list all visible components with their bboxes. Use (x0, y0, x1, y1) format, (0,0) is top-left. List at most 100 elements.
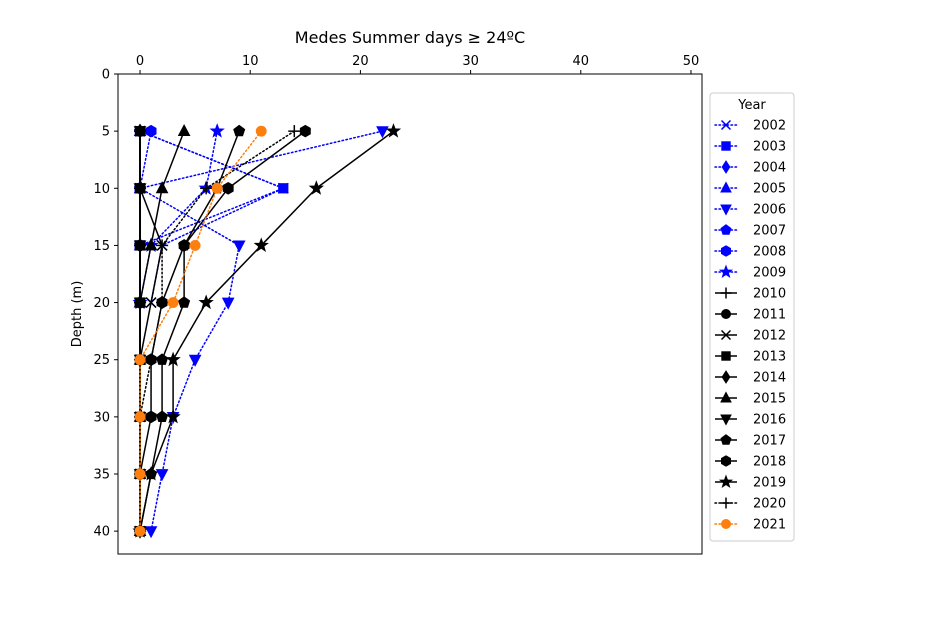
data-point-2016 (133, 297, 147, 310)
legend-label: 2015 (753, 392, 786, 407)
y-tick-label: 40 (93, 525, 110, 540)
legend-item-2012: 2012 (715, 329, 786, 344)
legend: Year 2002 2003 2004 2005 2006 2007 2008 2009 2010… (709, 92, 795, 542)
legend-item-2013: 2013 (715, 350, 786, 365)
legend-marker (721, 455, 731, 467)
data-point-2017 (156, 353, 169, 365)
legend-item-2005: 2005 (714, 181, 786, 197)
series-line-2017 (139, 130, 240, 532)
data-point-2020 (156, 239, 169, 252)
x-tick-label: 10 (242, 54, 259, 69)
legend-label: 2019 (753, 476, 786, 491)
data-point-2015 (155, 181, 169, 194)
legend-label: 2013 (753, 350, 786, 365)
legend-marker (721, 245, 731, 257)
legend-marker (721, 309, 731, 319)
legend-marker (720, 181, 732, 193)
data-point-2019 (253, 237, 269, 252)
data-point-2021 (134, 354, 146, 366)
legend-marker (721, 370, 731, 384)
y-tick-label: 25 (93, 353, 110, 368)
y-tick-label: 0 (102, 68, 110, 83)
legend-label: 2016 (753, 413, 786, 428)
legend-marker (718, 474, 734, 489)
legend-label: 2018 (753, 455, 786, 470)
data-point-2021 (255, 125, 267, 137)
data-point-2020 (156, 296, 169, 309)
series-line-2009 (139, 130, 218, 304)
y-tick-label: 20 (93, 296, 110, 311)
legend-item-2006: 2006 (714, 203, 786, 218)
legend-marker (720, 119, 732, 131)
series-line-2006 (139, 130, 384, 532)
legend-item-2018: 2018 (715, 455, 786, 470)
plot-frame (117, 73, 703, 555)
data-point-2015 (177, 124, 191, 137)
data-point-2017 (233, 124, 246, 137)
x-tick-label: 0 (136, 54, 144, 69)
data-point-2021 (134, 525, 146, 537)
series-2003 (134, 126, 289, 308)
legend-marker (720, 434, 732, 445)
data-point-2018 (222, 181, 234, 195)
data-point-2006 (376, 126, 389, 139)
legend-marker (721, 351, 731, 361)
legend-item-2002: 2002 (714, 119, 786, 134)
data-point-2006 (188, 354, 202, 367)
data-point-2016 (133, 183, 147, 196)
legend-label: 2014 (753, 371, 786, 386)
data-point-2016 (133, 240, 147, 253)
legend-label: 2003 (753, 140, 786, 155)
legend-marker (720, 224, 732, 235)
data-point-2015 (144, 238, 158, 251)
legend-label: 2021 (753, 518, 786, 533)
legend-label: 2017 (753, 434, 786, 449)
legend-marker (720, 329, 732, 341)
data-point-2018 (178, 239, 190, 252)
legend-item-2017: 2017 (715, 434, 786, 449)
legend-label: 2010 (753, 287, 786, 302)
y-tick-label: 5 (102, 125, 110, 140)
legend-label: 2020 (753, 497, 786, 512)
data-point-2018 (299, 124, 311, 138)
data-point-2020 (200, 182, 213, 195)
data-point-2021 (134, 411, 146, 423)
series-line-2021 (139, 130, 262, 532)
data-point-2021 (189, 239, 201, 251)
legend-item-2021: 2021 (714, 518, 786, 533)
data-point-2021 (134, 468, 146, 480)
data-point-2019 (165, 408, 181, 424)
data-point-2012 (145, 297, 157, 309)
data-point-2003 (278, 183, 289, 194)
legend-item-2020: 2020 (714, 497, 786, 512)
legend-item-2014: 2014 (715, 370, 786, 386)
data-point-2020 (288, 125, 301, 138)
legend-label: 2011 (753, 308, 786, 323)
y-axis-label: Depth (m) (70, 281, 85, 348)
legend-marker (721, 519, 731, 529)
y-tick-label: 15 (93, 239, 110, 254)
legend-item-2016: 2016 (715, 413, 786, 428)
legend-marker (720, 287, 732, 299)
legend-label: 2005 (753, 182, 786, 197)
legend-marker (718, 264, 734, 279)
data-point-2009 (209, 123, 225, 138)
x-tick-label: 40 (573, 54, 590, 69)
x-tick-label: 20 (352, 54, 369, 69)
data-point-2021 (167, 297, 179, 309)
legend-item-2007: 2007 (714, 224, 786, 239)
data-point-2020 (145, 353, 158, 366)
data-point-2019 (143, 465, 159, 481)
data-point-2019 (308, 180, 324, 195)
series-2008 (134, 124, 157, 309)
chart-title: Medes Summer days ≥ 24ºC (295, 28, 525, 47)
legend-marker (721, 160, 731, 174)
data-point-2017 (178, 296, 191, 308)
legend-item-2004: 2004 (714, 160, 786, 176)
data-point-2006 (232, 240, 246, 253)
legend-marker (720, 204, 732, 216)
legend-item-2003: 2003 (714, 140, 786, 155)
legend-item-2011: 2011 (715, 308, 786, 323)
legend-label: 2008 (753, 245, 786, 260)
